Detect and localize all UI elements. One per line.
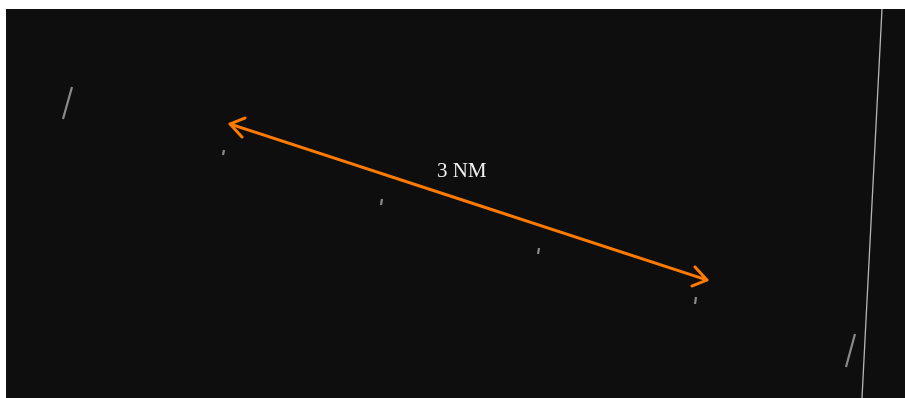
range-distance-label: 3 NM	[437, 158, 487, 182]
double-arrow-icon[interactable]	[228, 116, 709, 288]
scope-boundary-line	[861, 9, 883, 398]
range-tick-icon	[536, 247, 541, 255]
range-mark-lower-right	[844, 333, 857, 368]
scope-canvas	[61, 9, 883, 398]
range-tick-icon	[379, 198, 384, 206]
range-mark-upper-left	[61, 86, 74, 120]
range-tick-icon	[693, 296, 698, 305]
radar-scope[interactable]: 3 NM	[6, 9, 905, 398]
range-tick-icon	[221, 149, 226, 156]
